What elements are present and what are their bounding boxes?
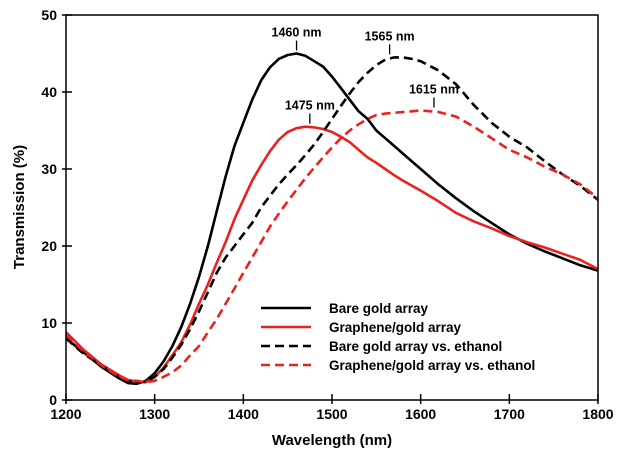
y-tick-label: 50 xyxy=(41,7,57,23)
annotation-layer: 1460 nm 1565 nm 1475 nm 1615 nm xyxy=(272,26,459,124)
x-tick-label: 1800 xyxy=(582,406,613,422)
y-tick-label: 0 xyxy=(49,392,57,408)
legend-label: Bare gold array xyxy=(329,301,429,316)
x-axis-title: Wavelength (nm) xyxy=(272,432,392,449)
x-tick-label: 1200 xyxy=(50,406,81,422)
annotation-label: 1565 nm xyxy=(365,29,415,43)
y-tick-label: 10 xyxy=(41,315,57,331)
x-tick-label: 1600 xyxy=(405,406,436,422)
annotation-label: 1460 nm xyxy=(272,26,322,40)
annotation-label: 1615 nm xyxy=(409,82,459,96)
series-line-3 xyxy=(65,56,599,385)
annotation-label: 1475 nm xyxy=(285,99,335,113)
y-tick-label: 40 xyxy=(41,84,57,100)
legend-label: Graphene/gold array vs. ethanol xyxy=(329,358,535,373)
legend-label: Bare gold array vs. ethanol xyxy=(329,339,502,354)
x-tick-label: 1500 xyxy=(316,406,347,422)
ticks-layer: 1200 1300 1400 1500 1600 1700 1800 0 10 20 30 40 50 xyxy=(41,7,613,422)
x-tick-label: 1300 xyxy=(139,406,170,422)
y-tick-label: 20 xyxy=(41,238,57,254)
series-line-4 xyxy=(65,109,599,384)
series-layer xyxy=(65,52,599,386)
x-tick-label: 1400 xyxy=(228,406,259,422)
y-axis-title: Transmission (%) xyxy=(11,145,28,269)
legend: Bare gold array Graphene/gold array Bare g… xyxy=(261,301,535,373)
series-line-1 xyxy=(65,52,599,386)
legend-label: Graphene/gold array xyxy=(329,320,462,335)
x-tick-label: 1700 xyxy=(494,406,525,422)
y-tick-label: 30 xyxy=(41,161,57,177)
